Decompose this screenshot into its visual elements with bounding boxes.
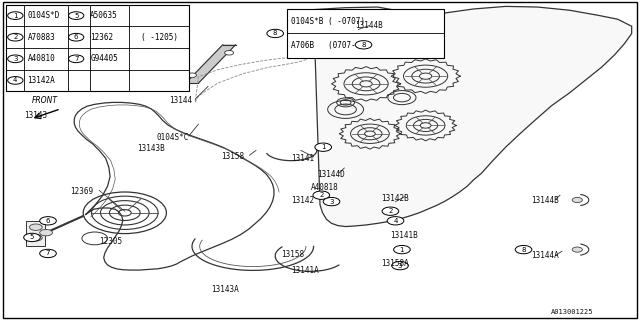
Text: 6: 6 (74, 34, 79, 40)
Text: 0104S*D: 0104S*D (28, 11, 60, 20)
Circle shape (68, 55, 84, 63)
Circle shape (382, 207, 399, 215)
Circle shape (40, 249, 56, 258)
Circle shape (40, 229, 52, 236)
Circle shape (8, 33, 23, 41)
Text: 4: 4 (13, 77, 17, 84)
Text: 13141B: 13141B (390, 231, 418, 240)
Circle shape (188, 73, 196, 77)
Circle shape (394, 245, 410, 254)
Circle shape (315, 143, 332, 151)
Polygon shape (314, 6, 632, 227)
Text: 13158A: 13158A (381, 260, 408, 268)
Text: 13142A: 13142A (28, 76, 55, 85)
Text: A50635: A50635 (90, 11, 118, 20)
Text: A40810: A40810 (28, 54, 55, 63)
Text: 13143A: 13143A (211, 285, 239, 294)
Text: G94405: G94405 (90, 54, 118, 63)
Circle shape (267, 29, 284, 38)
Text: 13142: 13142 (291, 196, 314, 204)
Circle shape (40, 217, 56, 225)
Circle shape (387, 217, 404, 225)
Circle shape (392, 261, 408, 270)
Text: 13143B: 13143B (138, 144, 165, 153)
Text: A706B   (0707- ): A706B (0707- ) (291, 41, 365, 50)
Circle shape (572, 197, 582, 203)
Circle shape (225, 51, 234, 55)
Text: 4: 4 (394, 218, 397, 224)
Circle shape (68, 33, 84, 41)
Text: 6: 6 (45, 218, 51, 224)
Text: 1: 1 (321, 144, 326, 150)
Circle shape (68, 12, 84, 20)
Text: 3: 3 (13, 56, 18, 62)
Text: 0104S*B ( -0707): 0104S*B ( -0707) (291, 17, 365, 26)
Text: 13144D: 13144D (317, 170, 344, 179)
Circle shape (8, 12, 23, 20)
Text: 13142B: 13142B (381, 194, 408, 203)
Text: 13143: 13143 (24, 111, 47, 120)
Text: 13144B: 13144B (355, 21, 383, 30)
Text: 8: 8 (521, 247, 526, 252)
Text: 1: 1 (399, 247, 404, 252)
Text: 2: 2 (388, 208, 392, 214)
Text: 13141: 13141 (291, 154, 314, 163)
Text: 8: 8 (361, 42, 366, 48)
Text: 12362: 12362 (90, 33, 113, 42)
Text: 2: 2 (13, 34, 17, 40)
Circle shape (8, 55, 23, 63)
Text: A013001225: A013001225 (550, 309, 593, 315)
Text: 7: 7 (45, 251, 51, 256)
Text: 0104S*C: 0104S*C (157, 133, 189, 142)
Text: 12305: 12305 (99, 237, 122, 246)
Text: 7: 7 (74, 56, 79, 62)
Text: A40818: A40818 (310, 183, 338, 192)
Text: 12369: 12369 (70, 188, 93, 196)
Text: 13144A: 13144A (531, 252, 559, 260)
FancyBboxPatch shape (26, 221, 45, 246)
Circle shape (313, 191, 330, 199)
Text: 3: 3 (397, 263, 403, 268)
Text: 5: 5 (74, 12, 78, 19)
Text: A70883: A70883 (28, 33, 55, 42)
Text: 2: 2 (319, 192, 323, 198)
Circle shape (515, 245, 532, 254)
Circle shape (572, 247, 582, 252)
FancyBboxPatch shape (287, 9, 444, 58)
Circle shape (24, 233, 40, 242)
Polygon shape (186, 45, 236, 83)
Text: 13144: 13144 (170, 96, 193, 105)
Circle shape (29, 224, 42, 230)
Text: 8: 8 (273, 30, 278, 36)
Text: 13158: 13158 (282, 250, 305, 259)
Text: 13158: 13158 (221, 152, 244, 161)
Circle shape (8, 76, 23, 84)
Circle shape (29, 235, 42, 241)
FancyBboxPatch shape (6, 5, 189, 91)
Text: FRONT: FRONT (31, 96, 58, 105)
Text: 1: 1 (13, 12, 18, 19)
Circle shape (323, 197, 340, 206)
Circle shape (355, 41, 372, 49)
Text: 5: 5 (30, 235, 34, 240)
Text: 3: 3 (329, 199, 334, 204)
Text: ( -1205): ( -1205) (141, 33, 178, 42)
Text: 13141A: 13141A (291, 266, 319, 275)
Text: 13144B: 13144B (531, 196, 559, 204)
